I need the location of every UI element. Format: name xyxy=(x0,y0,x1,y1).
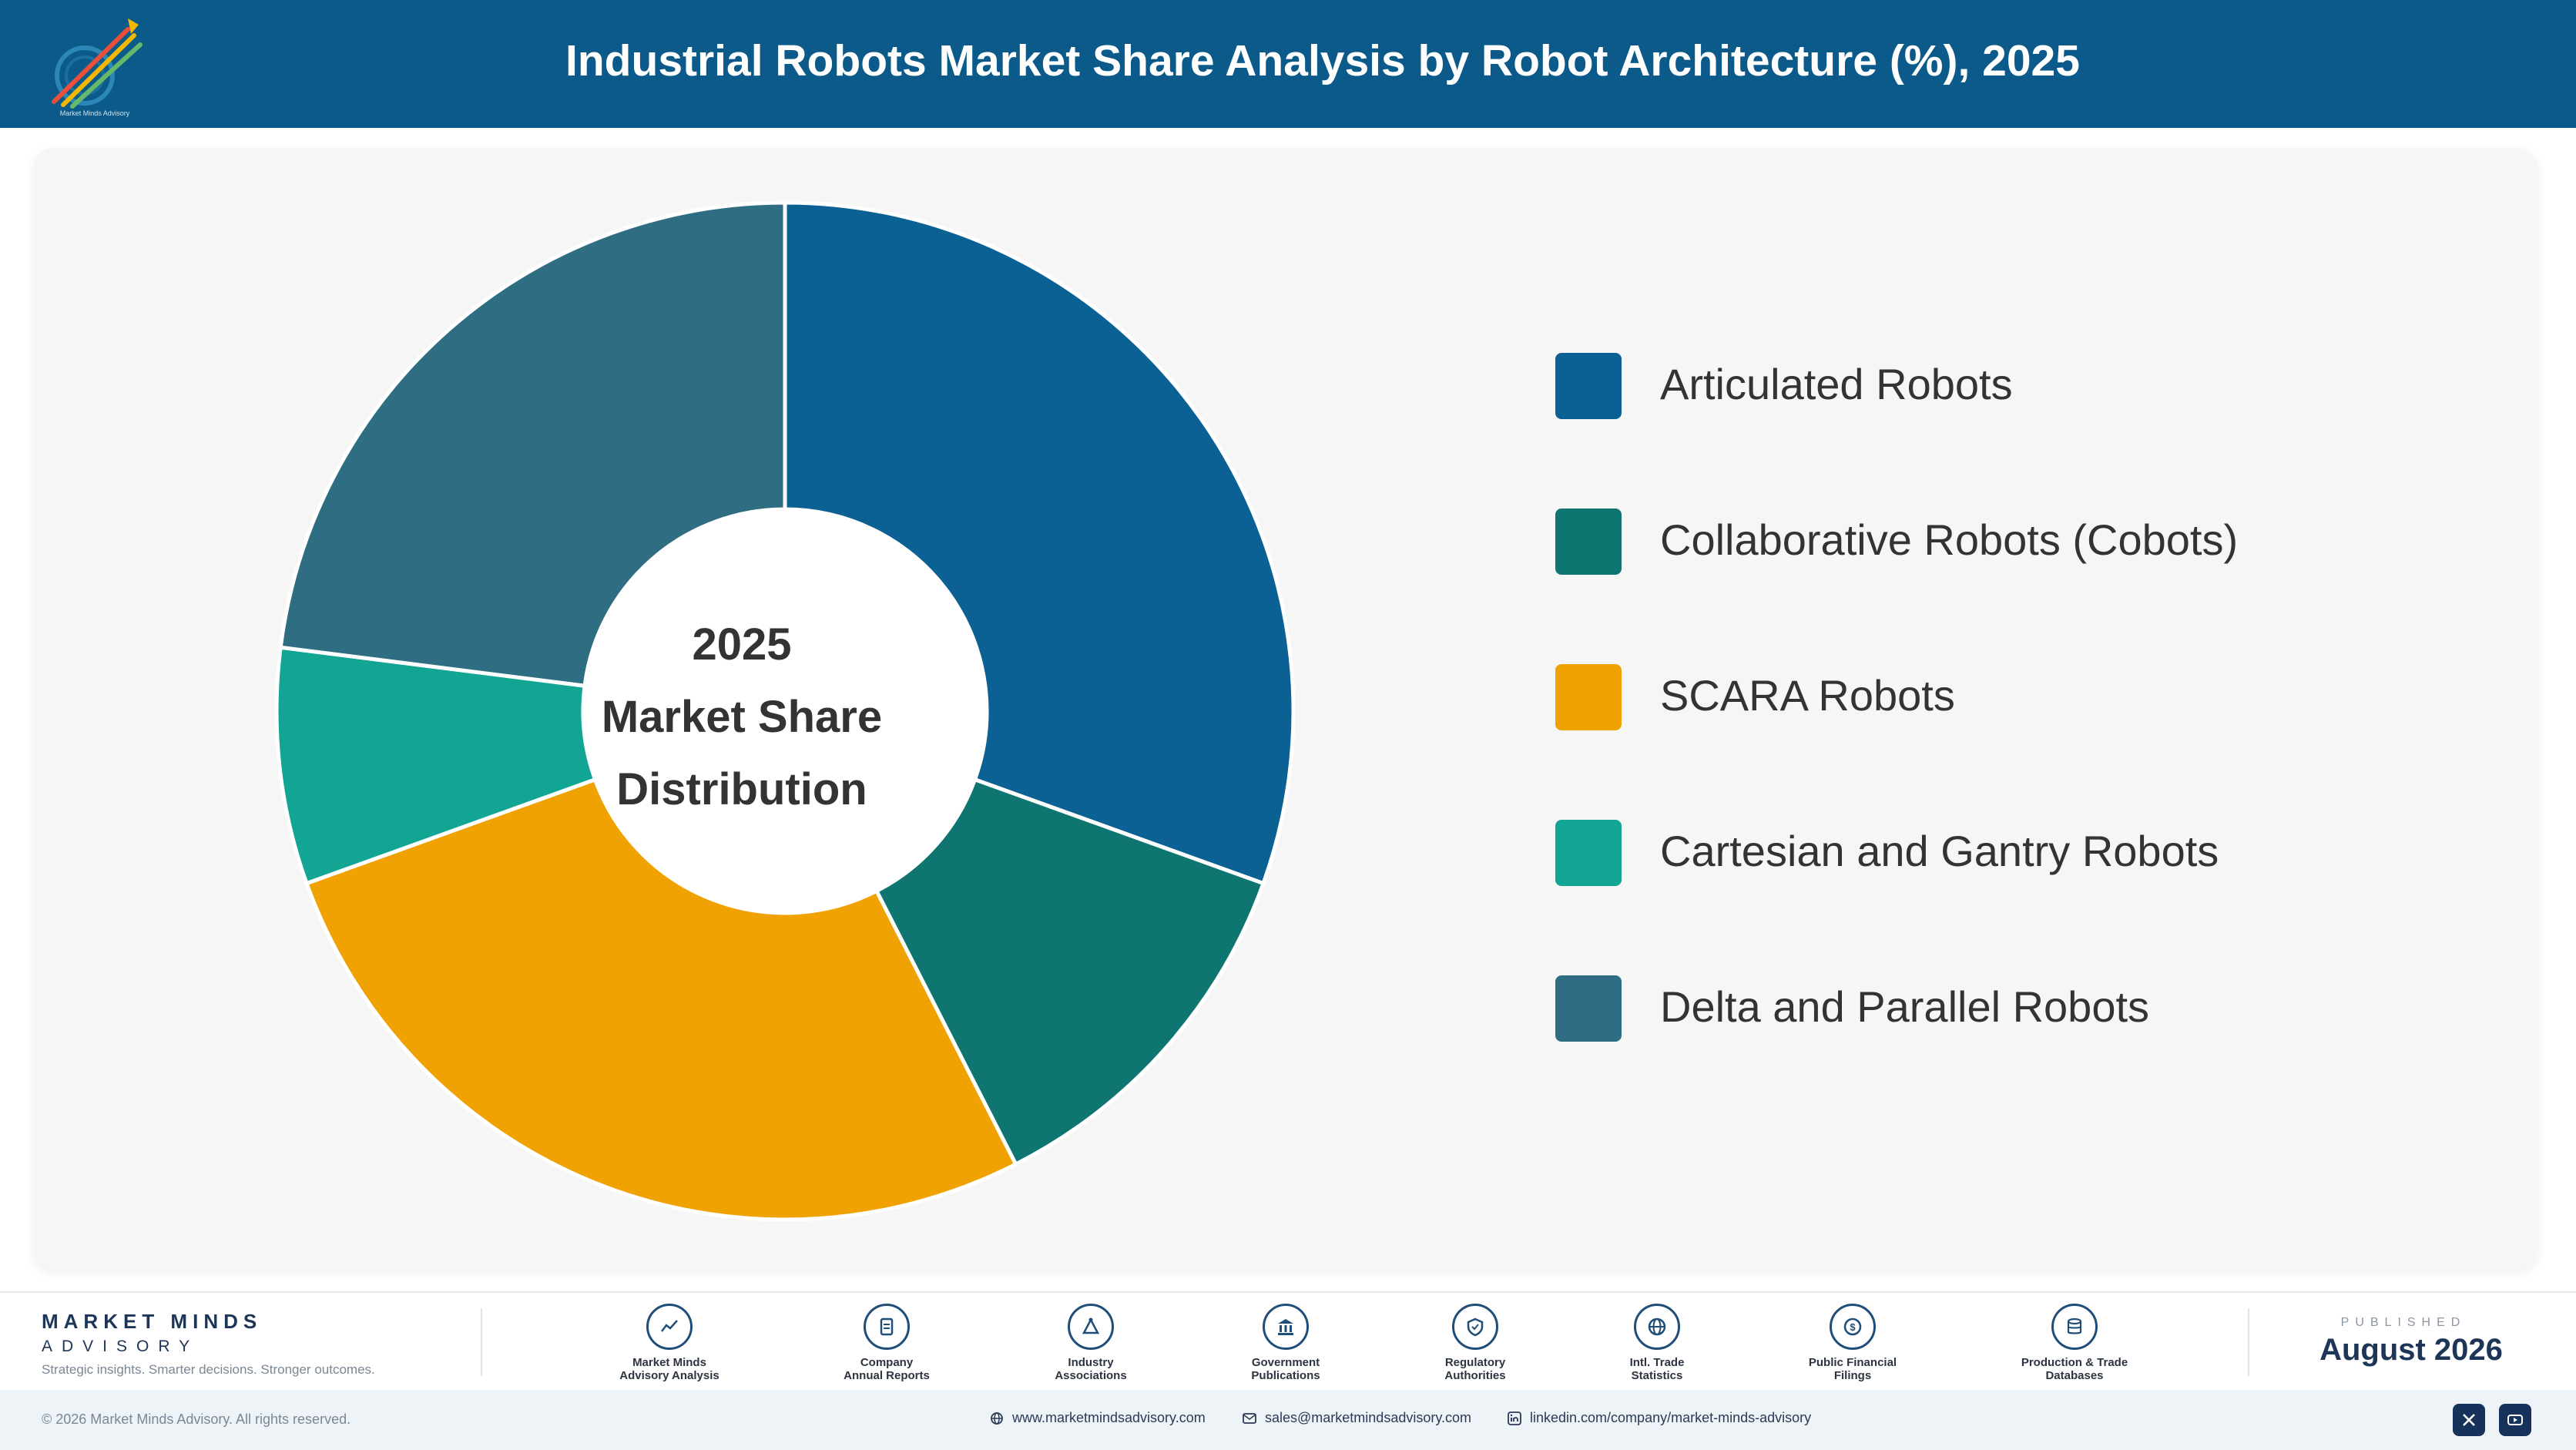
footer: MARKET MINDS ADVISORY Strategic insights… xyxy=(0,1293,2576,1390)
source-label-line1: Production & Trade xyxy=(2021,1356,2128,1369)
source-label-line2: Databases xyxy=(2045,1369,2104,1382)
source-label-line2: Publications xyxy=(1251,1369,1320,1382)
source-label-line1: Market Minds xyxy=(632,1356,706,1369)
source-label-line2: Statistics xyxy=(1631,1369,1683,1382)
source-label-line2: Annual Reports xyxy=(844,1369,930,1382)
footer-divider-right xyxy=(2248,1308,2249,1376)
brand-subtitle: ADVISORY xyxy=(42,1338,200,1355)
email-link[interactable]: sales@marketmindsadvisory.com xyxy=(1242,1410,1471,1426)
website-text: www.marketmindsadvisory.com xyxy=(1012,1410,1206,1425)
coin-icon: $ xyxy=(1830,1304,1876,1350)
source-label-line1: Industry xyxy=(1068,1356,1114,1369)
brand-tagline: Strategic insights. Smarter decisions. S… xyxy=(42,1362,375,1377)
chart-line-icon xyxy=(646,1304,693,1350)
globe-icon xyxy=(1634,1304,1680,1350)
source-label-line1: Company xyxy=(860,1356,914,1369)
legend-item-delta[interactable]: Delta and Parallel Robots xyxy=(1555,972,2403,1042)
brand-name: MARKET MINDS xyxy=(42,1310,263,1333)
published-date: August 2026 xyxy=(2319,1333,2503,1367)
source-production-databases[interactable]: Production & Trade Databases xyxy=(2009,1304,2140,1382)
donut-slice-1[interactable] xyxy=(874,777,1266,1167)
company-logo-icon[interactable]: Market Minds Advisory xyxy=(37,8,153,122)
source-industry-associations[interactable]: Industry Associations xyxy=(1025,1304,1156,1382)
center-label-line3: Distribution xyxy=(616,764,867,814)
svg-text:$: $ xyxy=(1850,1321,1856,1333)
legend-label: Collaborative Robots (Cobots) xyxy=(1660,515,2239,564)
source-government[interactable]: Government Publications xyxy=(1220,1304,1351,1382)
source-company-reports[interactable]: Company Annual Reports xyxy=(821,1304,952,1382)
linkedin-icon xyxy=(1508,1411,1521,1425)
legend-label: SCARA Robots xyxy=(1660,671,1955,720)
legend-label: Articulated Robots xyxy=(1660,360,2013,408)
page-title: Industrial Robots Market Share Analysis … xyxy=(565,36,2080,86)
source-market-minds[interactable]: Market Minds Advisory Analysis xyxy=(604,1304,735,1382)
website-link[interactable]: www.marketmindsadvisory.com xyxy=(989,1410,1206,1426)
legend-swatch xyxy=(1555,820,1622,886)
donut-slice-2[interactable] xyxy=(304,777,1018,1222)
legend-swatch xyxy=(1555,509,1622,575)
mail-icon xyxy=(1243,1412,1256,1424)
footer-divider-left xyxy=(481,1308,482,1376)
published-label: PUBLISHED xyxy=(2340,1316,2467,1329)
bottom-bar: © 2026 Market Minds Advisory. All rights… xyxy=(0,1390,2576,1450)
logo-text: Market Minds Advisory xyxy=(60,109,130,117)
shield-icon xyxy=(1452,1304,1498,1350)
source-label-line2: Associations xyxy=(1055,1369,1127,1382)
center-label-year: 2025 xyxy=(692,619,792,670)
building-icon xyxy=(1263,1304,1309,1350)
chart-card: 2025 Market Share Distribution Articulat… xyxy=(34,148,2537,1270)
legend-item-scara[interactable]: SCARA Robots xyxy=(1555,661,2403,730)
header-bar: Market Minds Advisory Industrial Robots … xyxy=(0,0,2576,128)
youtube-icon[interactable] xyxy=(2499,1404,2531,1436)
linkedin-text: linkedin.com/company/market-minds-adviso… xyxy=(1530,1410,1812,1425)
donut-center-label: 2025 Market Share Distribution xyxy=(595,609,888,826)
source-label-line1: Public Financial xyxy=(1808,1356,1897,1369)
source-label-line2: Advisory Analysis xyxy=(619,1369,719,1382)
center-label-line2: Market Share xyxy=(601,692,883,742)
legend-swatch xyxy=(1555,353,1622,419)
source-label-line1: Intl. Trade xyxy=(1629,1356,1685,1369)
source-trade-statistics[interactable]: Intl. Trade Statistics xyxy=(1592,1304,1722,1382)
document-icon xyxy=(864,1304,910,1350)
legend-item-cartesian[interactable]: Cartesian and Gantry Robots xyxy=(1555,817,2403,886)
source-label-line2: Authorities xyxy=(1444,1369,1506,1382)
linkedin-link[interactable]: linkedin.com/company/market-minds-adviso… xyxy=(1507,1410,1811,1426)
globe-icon xyxy=(991,1411,1003,1425)
network-icon xyxy=(1068,1304,1114,1350)
x-icon[interactable] xyxy=(2453,1404,2485,1436)
source-label-line2: Filings xyxy=(1833,1369,1872,1382)
legend-label: Delta and Parallel Robots xyxy=(1660,982,2150,1031)
legend-swatch xyxy=(1555,975,1622,1042)
source-regulatory[interactable]: Regulatory Authorities xyxy=(1410,1304,1541,1382)
source-financial-filings[interactable]: $ Public Financial Filings xyxy=(1787,1304,1918,1382)
donut-slice-0[interactable] xyxy=(783,200,1296,886)
donut-chart xyxy=(274,200,1296,1222)
donut-hole xyxy=(585,511,985,911)
database-icon xyxy=(2051,1304,2098,1350)
legend-item-articulated[interactable]: Articulated Robots xyxy=(1555,350,2403,419)
source-label-line1: Government xyxy=(1251,1356,1320,1369)
legend-label: Cartesian and Gantry Robots xyxy=(1660,827,2219,875)
email-text: sales@marketmindsadvisory.com xyxy=(1265,1410,1472,1425)
donut-slice-4[interactable] xyxy=(278,200,787,688)
legend-item-cobots[interactable]: Collaborative Robots (Cobots) xyxy=(1555,505,2403,575)
source-label-line1: Regulatory xyxy=(1444,1356,1506,1369)
legend-swatch xyxy=(1555,664,1622,730)
footer-divider xyxy=(0,1291,2576,1293)
donut-slice-3[interactable] xyxy=(274,645,598,886)
copyright-text: © 2026 Market Minds Advisory. All rights… xyxy=(42,1411,351,1427)
